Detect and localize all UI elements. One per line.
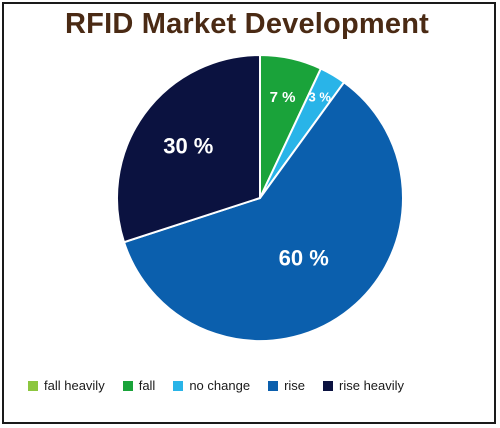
pie-labels: 7 % 3 % 60 % 30 % [163,89,331,271]
legend-swatch-fall-heavily [28,380,38,391]
data-label-rise-heavily: 30 % [163,133,213,158]
legend-label-rise: rise [284,378,306,393]
legend-item-fall: fall [122,378,156,393]
data-label-fall: 7 % [270,89,296,106]
legend-item-fall-heavily: fall heavily [28,378,105,393]
legend-swatch-no-change [173,380,184,391]
legend-item-no-change: no change [173,378,250,393]
legend-swatch-rise-heavily [323,380,334,391]
pie-slices [116,54,404,342]
chart-title: RFID Market Development [65,8,429,40]
legend-item-rise: rise [268,378,305,393]
pie-slice-rise-heavily [116,54,261,244]
legend-swatch-fall [122,380,133,391]
legend-item-rise-heavily: rise heavily [323,378,404,393]
data-label-rise: 60 % [279,246,329,271]
legend-label-no-change: no change [189,378,251,393]
legend-label-fall: fall [138,378,156,393]
pie-slice-rise [123,81,404,342]
legend-label-rise-heavily: rise heavily [339,378,405,393]
legend-label-fall-heavily: fall heavily [44,378,105,393]
legend-swatch-rise [268,380,279,391]
data-label-no-change: 3 % [308,90,331,105]
legend: fall heavily fall no change rise rise he… [28,378,404,393]
